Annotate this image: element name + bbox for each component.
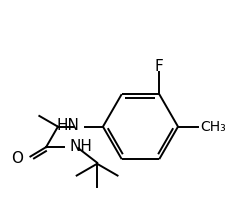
Text: NH: NH <box>69 138 92 154</box>
Text: CH₃: CH₃ <box>200 120 225 134</box>
Text: HN: HN <box>56 118 79 133</box>
Text: F: F <box>154 59 163 74</box>
Text: O: O <box>11 151 23 166</box>
